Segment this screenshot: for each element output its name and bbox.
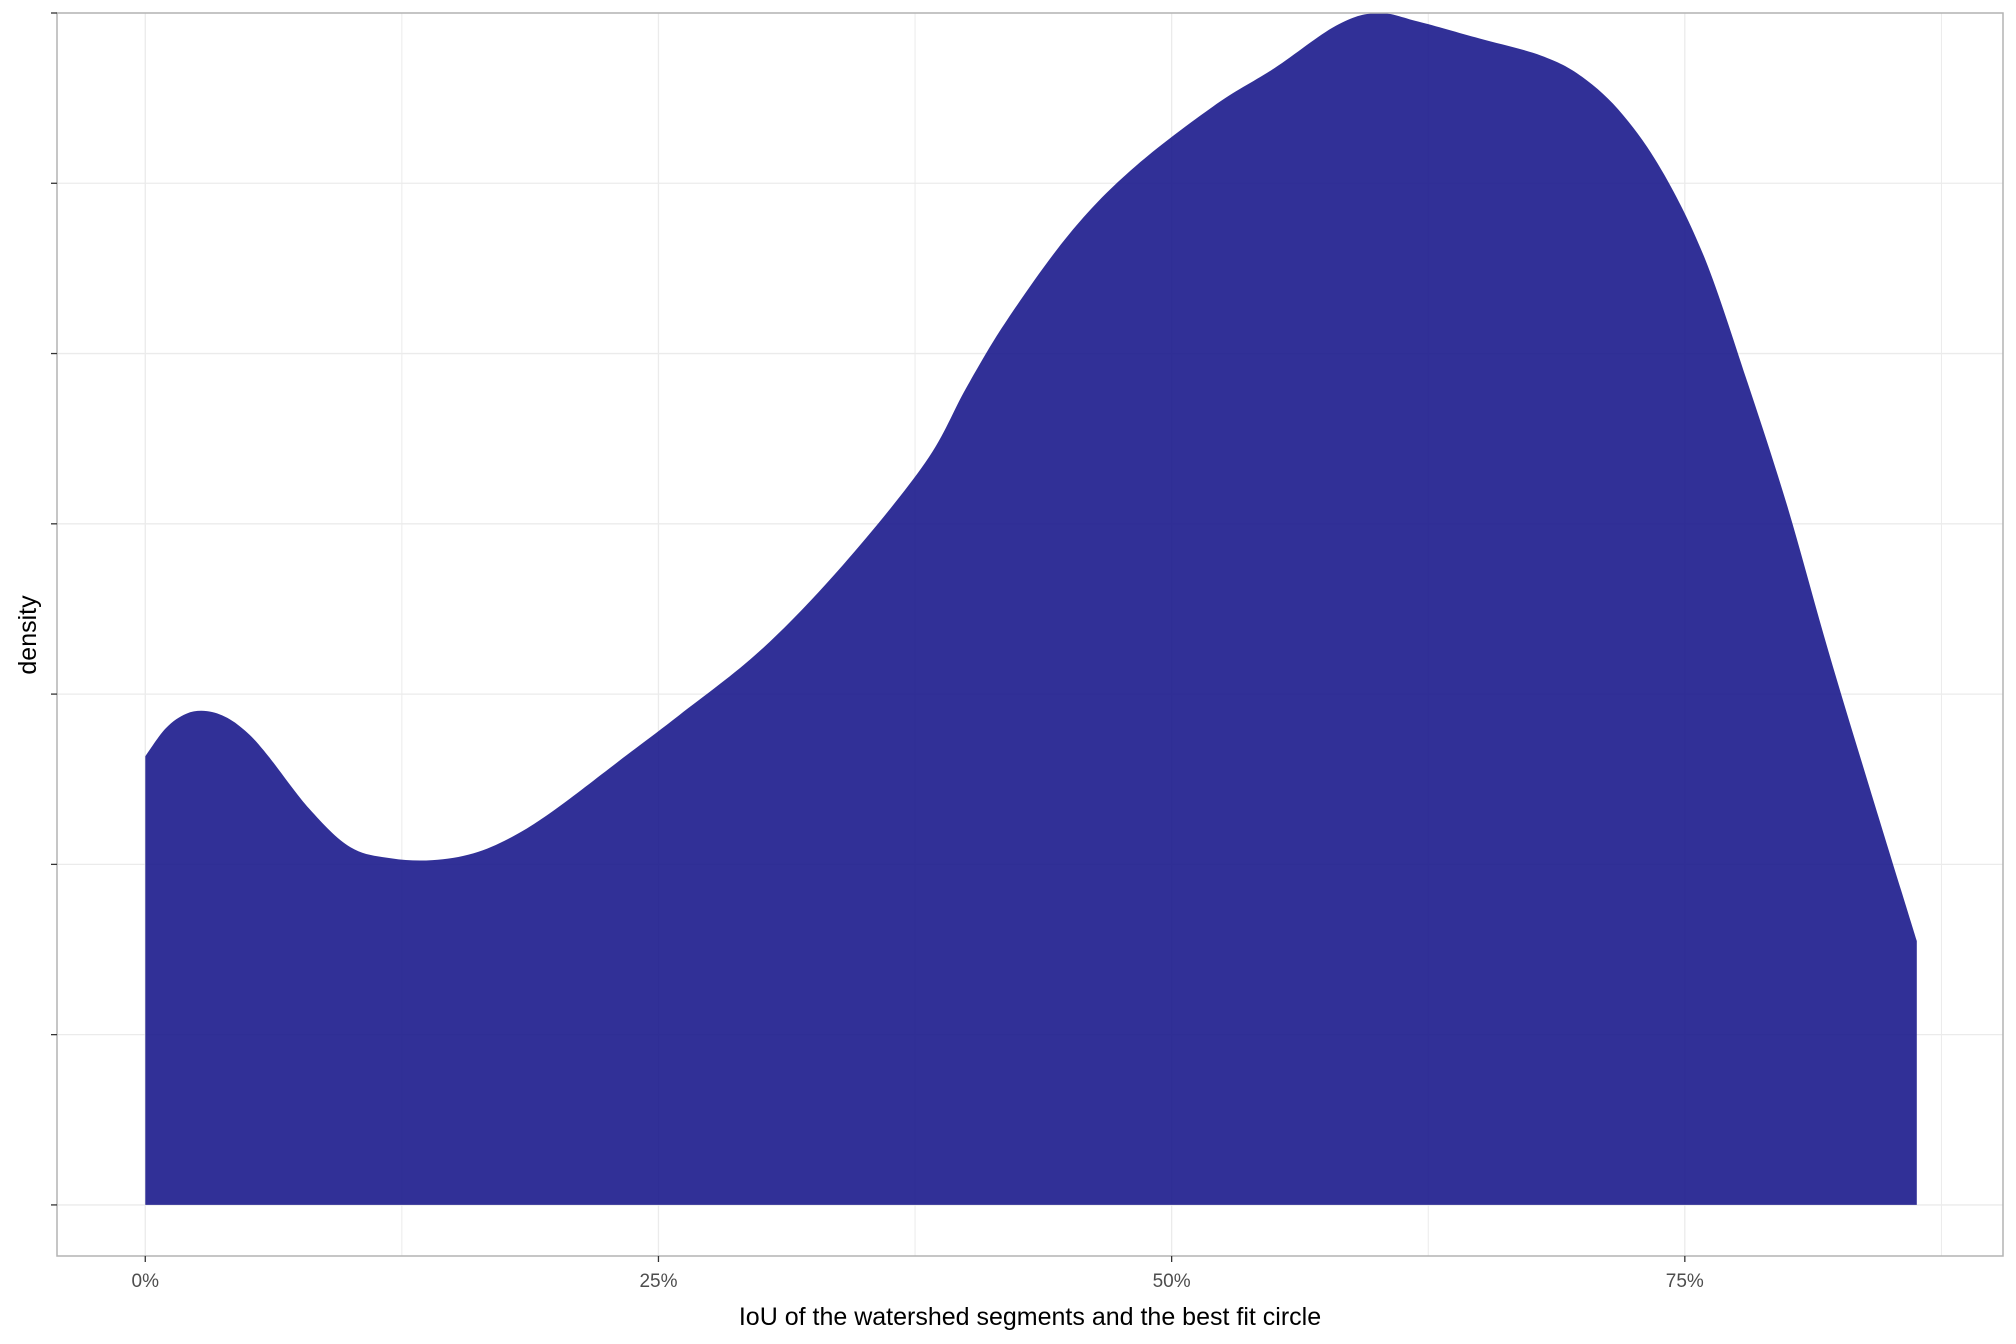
y-axis-ticks (51, 12, 57, 1206)
density-area (145, 12, 1917, 1205)
x-axis-ticks: 0% 25% 50% 75% (132, 1256, 1704, 1292)
x-tick-label: 50% (1153, 1271, 1191, 1292)
x-tick-label: 0% (132, 1271, 160, 1292)
x-tick-label: 75% (1666, 1271, 1704, 1292)
y-axis-title: density (14, 595, 42, 675)
x-axis-title: IoU of the watershed segments and the be… (739, 1303, 1321, 1331)
x-tick-label: 25% (639, 1271, 677, 1292)
panel-border (56, 12, 2004, 1257)
